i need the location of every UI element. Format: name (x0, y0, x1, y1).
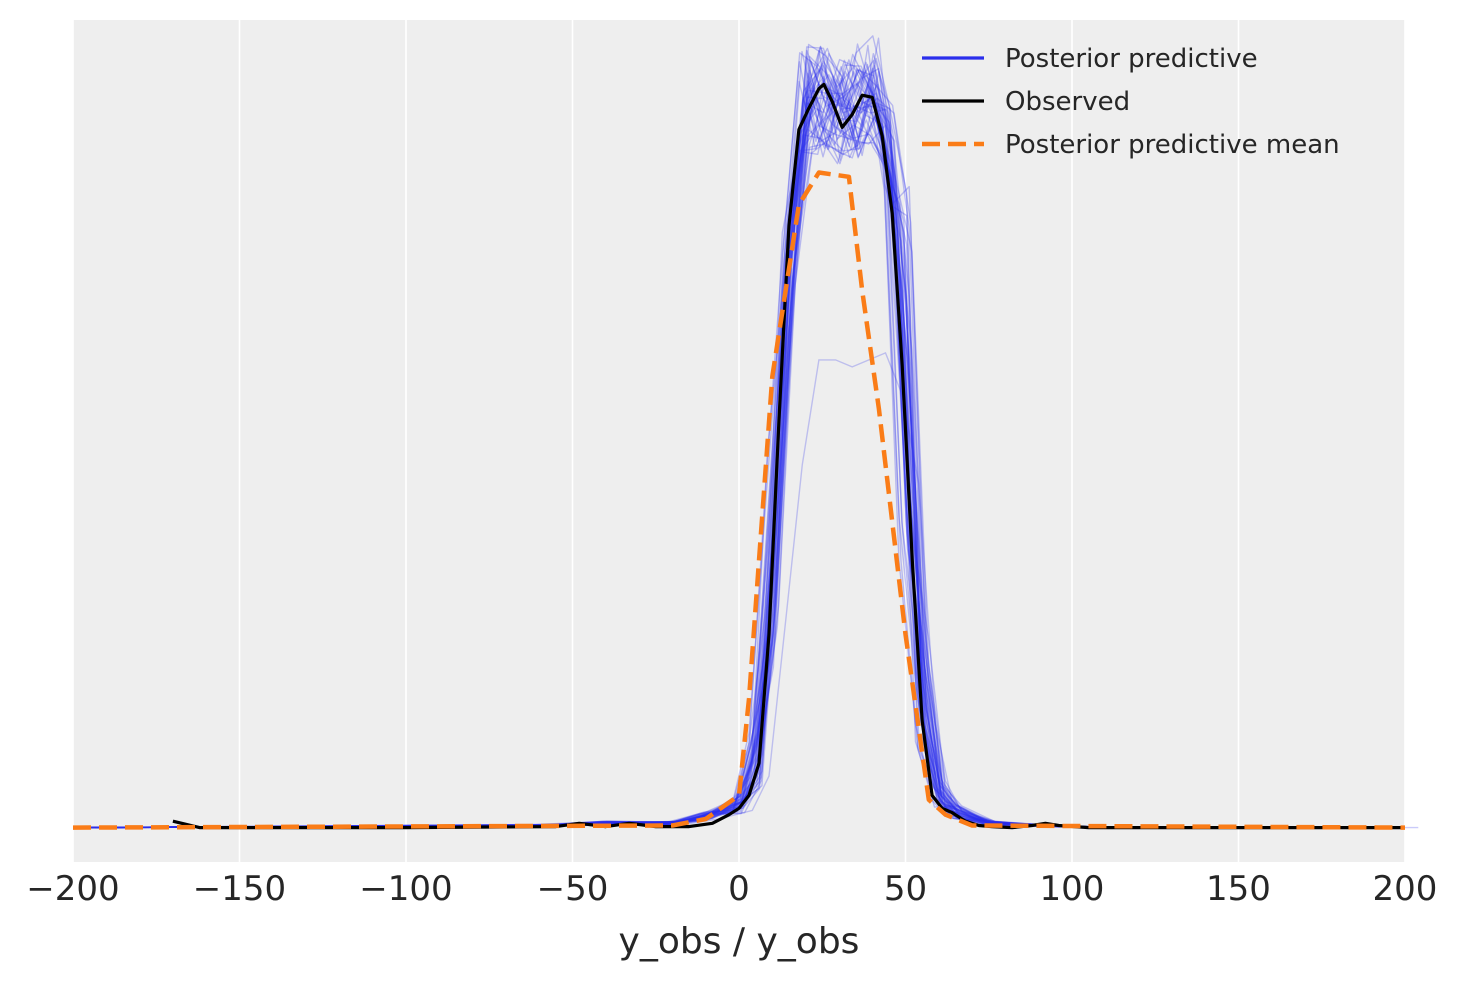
posterior-predictive-line (86, 351, 1419, 829)
posterior-predictive-line (72, 61, 1405, 829)
posterior-predictive-line (72, 58, 1405, 829)
posterior-predictive-line (72, 44, 1405, 829)
x-tick-label: 50 (884, 869, 927, 909)
posterior-predictive-line (72, 59, 1405, 829)
x-tick-label: 150 (1206, 869, 1271, 909)
posterior-predictive-line (72, 68, 1405, 829)
series-layer (72, 35, 1419, 830)
x-tick-label: 100 (1040, 869, 1105, 909)
posterior-predictive-mean-line (72, 170, 1406, 830)
x-tick-label: −150 (193, 869, 286, 909)
x-tick-label: 200 (1373, 869, 1438, 909)
posterior-predictive-line (72, 69, 1405, 829)
posterior-predictive-line (72, 46, 1405, 829)
legend: Posterior predictive Observed Posterior pr… (922, 44, 1340, 160)
posterior-predictive-line (72, 57, 1405, 829)
posterior-predictive-line (72, 83, 1405, 829)
posterior-predictive-line (72, 43, 1405, 829)
posterior-predictive-line (72, 47, 1405, 829)
posterior-predictive-line (72, 89, 1405, 829)
posterior-predictive-line (72, 45, 1405, 829)
x-tick-label: −50 (537, 869, 609, 909)
posterior-predictive-line (72, 63, 1405, 829)
posterior-predictive-line (72, 69, 1405, 829)
posterior-predictive-line (72, 105, 1405, 829)
posterior-predictive-line (72, 59, 1405, 829)
x-tick-label: −100 (359, 869, 452, 909)
posterior-predictive-line (72, 61, 1405, 829)
posterior-predictive-line (72, 50, 1405, 829)
x-tick-label: −200 (26, 869, 119, 909)
posterior-predictive-line (72, 64, 1405, 829)
posterior-predictive-line (72, 49, 1405, 829)
legend-label: Posterior predictive (1005, 44, 1258, 74)
x-tick-label: 0 (728, 869, 750, 909)
x-axis-label: y_obs / y_obs (619, 921, 860, 962)
legend-label: Posterior predictive mean (1005, 130, 1340, 160)
x-tick-labels: −200 −150 −100 −50 0 50 100 150 200 (26, 869, 1437, 909)
legend-label: Observed (1005, 87, 1130, 117)
